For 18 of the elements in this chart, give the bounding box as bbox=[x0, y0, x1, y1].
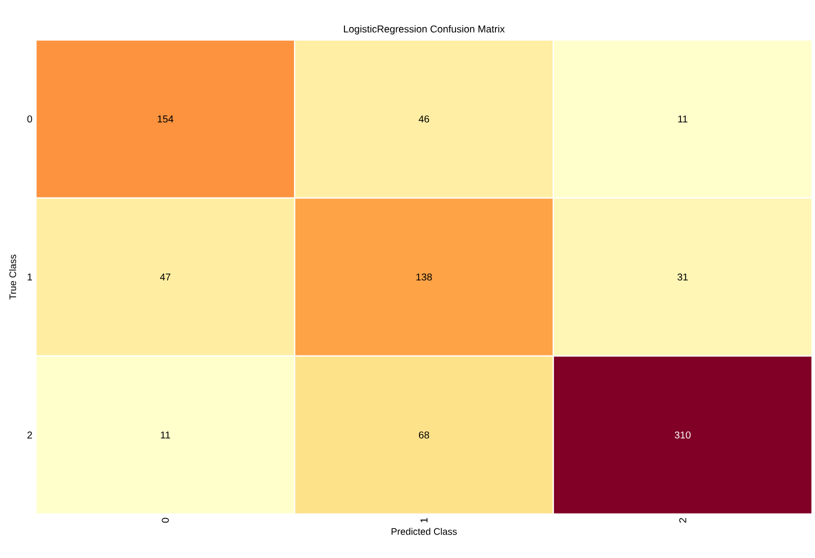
data-label: 11 bbox=[678, 116, 688, 122]
x-axis-title: Predicted Class bbox=[392, 528, 457, 535]
data-label: 310 bbox=[674, 431, 691, 439]
y-tick-label: 0 bbox=[27, 115, 32, 123]
y-axis-title: True Class bbox=[9, 254, 16, 300]
data-label: 68 bbox=[418, 431, 430, 439]
x-tick-label: 0 bbox=[162, 518, 169, 523]
data-label: 31 bbox=[678, 273, 688, 281]
x-tick-label: 1 bbox=[420, 518, 428, 522]
data-label: 46 bbox=[418, 115, 430, 123]
y-tick-label: 2 bbox=[27, 432, 32, 438]
data-label: 154 bbox=[158, 116, 174, 122]
data-label: 11 bbox=[160, 432, 170, 438]
data-label: 138 bbox=[416, 273, 432, 281]
data-label: 47 bbox=[160, 274, 170, 280]
chart-title: LogisticRegression Confusion Matrix bbox=[344, 25, 505, 34]
x-tick-label: 2 bbox=[679, 518, 686, 523]
y-tick-label: 1 bbox=[28, 274, 32, 280]
